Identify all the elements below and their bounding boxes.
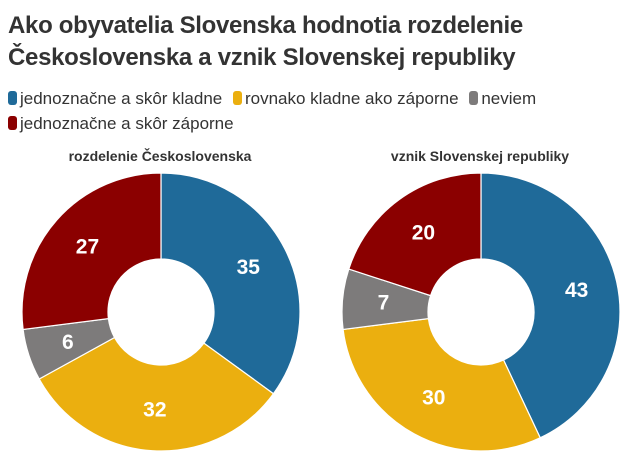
legend-label: neviem <box>481 89 537 108</box>
slice-value-label: 30 <box>422 386 445 409</box>
legend-label: jednoznačne a skôr záporne <box>20 114 234 133</box>
legend-swatch-icon <box>8 91 17 105</box>
donut-slice <box>342 317 541 452</box>
legend-item-unknown: neviem <box>469 86 536 111</box>
legend-swatch-icon <box>469 91 479 105</box>
donut-slice <box>21 172 162 331</box>
donut-slice <box>348 172 482 297</box>
legend-swatch-icon <box>232 91 242 105</box>
slice-value-label: 7 <box>378 291 390 314</box>
legend-item-neutral: rovnako kladne ako záporne <box>232 86 459 111</box>
slice-value-label: 35 <box>237 256 261 279</box>
legend-label: jednoznačne a skôr kladne <box>20 89 223 108</box>
chart-1-title: rozdelenie Československa <box>68 148 252 164</box>
slice-value-label: 20 <box>412 221 435 244</box>
donut-slice <box>160 172 301 395</box>
legend-item-negative: jednoznačne a skôr záporne <box>8 111 234 136</box>
chart-2-title: vznik Slovenskej republiky <box>390 148 570 164</box>
chart-title: Ako obyvatelia Slovenska hodnotia rozdel… <box>8 12 523 71</box>
slice-value-label: 27 <box>76 236 99 259</box>
slice-value-label: 43 <box>565 279 588 302</box>
donut-slice <box>38 336 275 452</box>
legend-swatch-icon <box>8 116 17 130</box>
legend-item-positive: jednoznačne a skôr kladne <box>8 86 222 111</box>
donut-chart-vznik: 43 30 7 20 <box>341 172 621 452</box>
donut-chart-rozdelenie: 35 32 6 27 <box>21 172 301 452</box>
legend-label: rovnako kladne ako záporne <box>244 89 459 108</box>
slice-value-label: 32 <box>143 398 166 421</box>
donut-slice <box>480 172 621 439</box>
slice-value-label: 6 <box>62 331 74 354</box>
legend: jednoznačne a skôr kladne rovnako kladne… <box>8 86 628 136</box>
